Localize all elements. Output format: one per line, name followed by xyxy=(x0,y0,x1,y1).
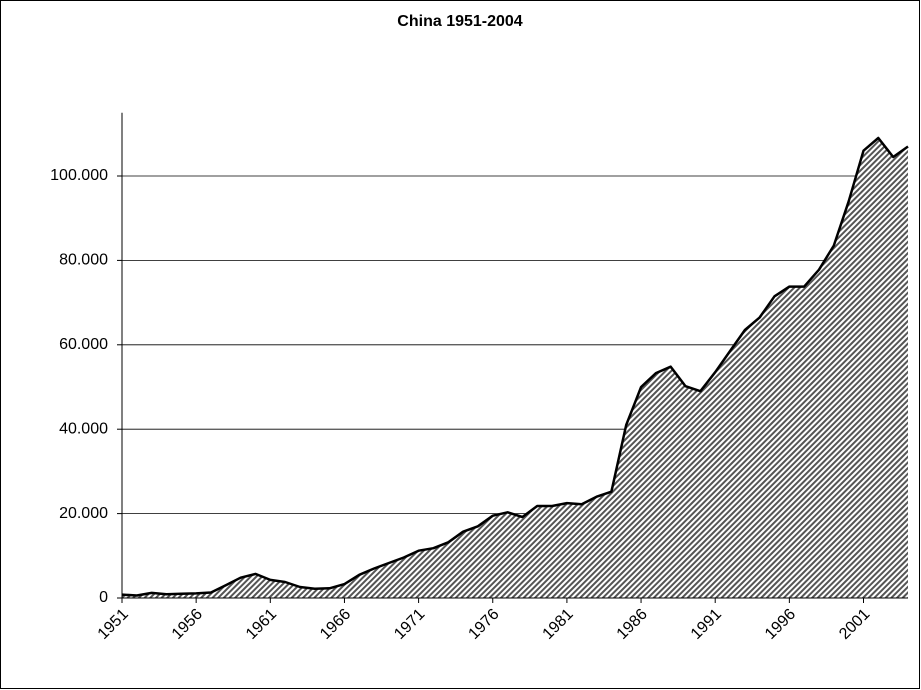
chart-title: China 1951-2004 xyxy=(397,13,523,30)
y-tick-label: 100.000 xyxy=(50,167,108,184)
y-tick-label: 0 xyxy=(99,589,108,606)
area xyxy=(122,138,908,598)
y-tick-label: 20.000 xyxy=(59,505,108,522)
y-tick-label: 40.000 xyxy=(59,420,108,437)
area-line xyxy=(121,136,909,597)
y-tick-label: 80.000 xyxy=(59,252,108,269)
y-tick-label: 60.000 xyxy=(59,336,108,353)
